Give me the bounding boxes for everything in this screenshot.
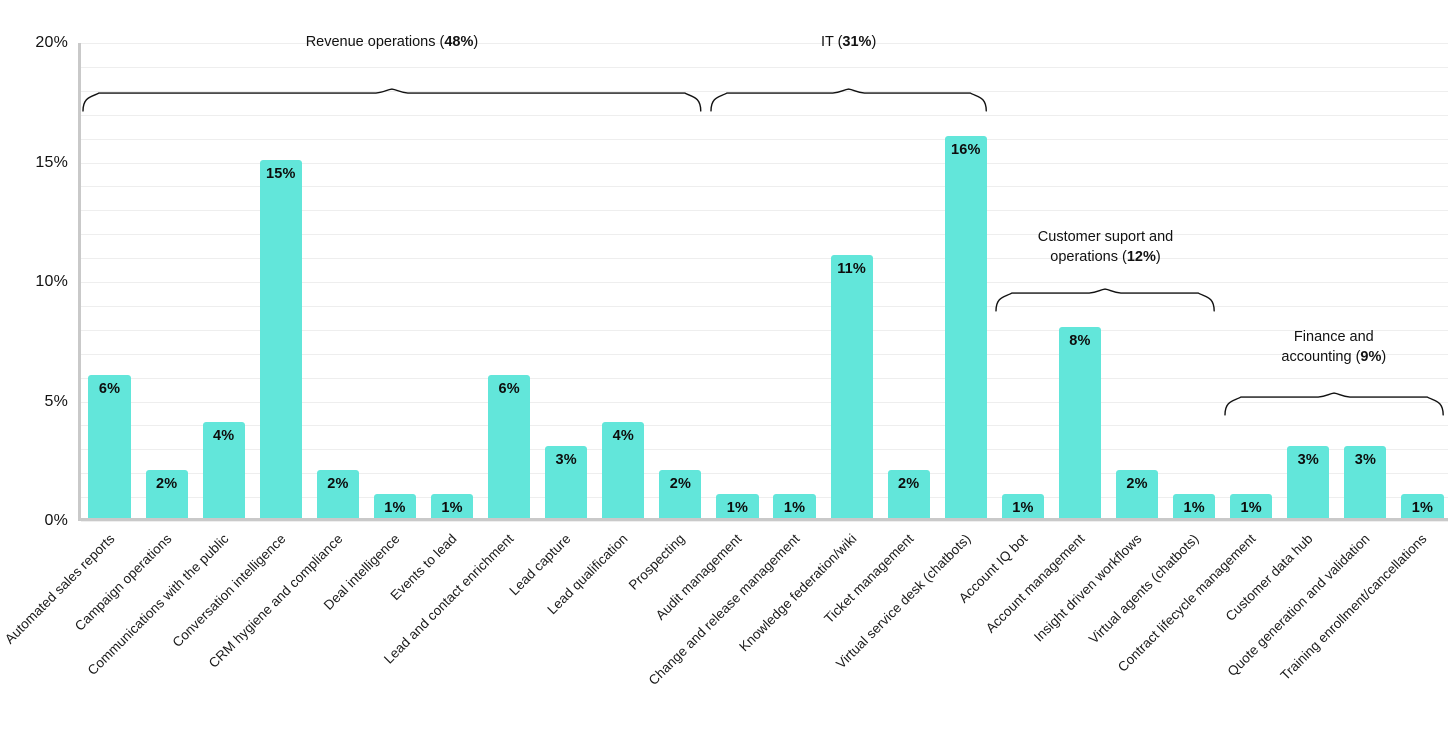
bar[interactable] [488,374,531,518]
group-annotation-label: Finance and accounting (9%) [1281,329,1387,365]
brace-icon [82,88,702,112]
bar[interactable] [202,422,245,518]
group-annotation-label: IT (31%) [820,34,877,50]
gridline [81,377,1448,379]
y-axis-tick-label: 15% [35,153,68,171]
group-annotation-percentage: 31% [842,34,872,50]
x-axis-tick-label: Account IQ bot [955,531,1031,606]
gridline [81,497,1448,499]
x-axis-tick-label: Quote generation and validation [1224,531,1373,680]
brace-icon [710,88,987,112]
x-axis-tick-label: Lead capture [506,531,574,599]
bar[interactable] [1230,494,1273,518]
bar-group[interactable]: 1% [1401,40,1444,518]
bar[interactable] [887,470,930,518]
x-axis-tick-label: Account management [982,531,1088,636]
gridline [81,114,1448,116]
x-axis-tick-label: Customer data hub [1222,531,1316,625]
bar[interactable] [1344,446,1387,518]
gridline [81,521,1448,522]
x-axis-tick-label: Contract lifecycle management [1115,531,1259,675]
gridline [81,186,1448,188]
bar-group[interactable]: 16% [944,40,987,518]
x-axis-tick-label: Events to lead [387,531,460,604]
x-axis-tick-label: Virtual service desk (chatbots) [832,531,974,672]
gridline [81,43,1448,44]
group-annotation-percentage: 12% [1126,248,1156,265]
x-axis-tick-label: Virtual agents (chatbots) [1086,531,1202,647]
bar[interactable] [88,374,131,518]
x-axis-tick-label: Prospecting [626,531,688,593]
x-axis-tick-label: Knowledge federation/wiki [735,531,860,655]
bar[interactable] [1287,446,1330,518]
group-annotation-percentage: 48% [444,34,474,50]
gridline [81,66,1448,68]
bar[interactable] [1115,470,1159,518]
x-axis-tick-label: Lead and contact enrichment [381,531,517,667]
bar[interactable] [944,135,987,518]
bar-series: 6% 2% 4% 15% 2% 1% 1% 6% 3% 4% 2% 1% 1% 11% 2% 16% 1% 8% 2… [81,43,1448,518]
bar[interactable] [773,494,816,518]
plot-area: 6% 2% 4% 15% 2% 1% 1% 6% 3% 4% 2% 1% 1% 11% 2% 16% 1% 8% 2… [78,43,1448,522]
bar[interactable] [1173,494,1216,518]
brace-icon [995,288,1216,312]
bar[interactable] [259,159,302,518]
y-axis-tick-label: 0% [44,512,68,529]
y-axis: 0% 5% 10% 15% 20% [0,0,68,736]
x-axis-tick-label: Deal intelligence [320,531,403,613]
gridline [81,258,1448,260]
bar-group[interactable]: 3% [1344,40,1387,518]
bar[interactable] [430,494,474,518]
bar[interactable] [316,470,359,518]
gridline [81,234,1448,236]
x-axis-tick-label: CRM hygiene and compliance [205,531,346,671]
brace-icon [1224,392,1444,416]
gridline [81,329,1448,331]
x-axis-tick-label: Insight driven workflows [1030,531,1145,645]
gridline [81,162,1448,164]
bar-group[interactable]: 8% [1058,40,1102,518]
bar[interactable] [602,422,645,518]
bar-group[interactable]: 1% [1173,40,1216,518]
bar[interactable] [830,255,873,518]
gridline [81,282,1448,283]
bar[interactable] [373,494,417,518]
bar[interactable] [1058,326,1102,518]
gridline [81,138,1448,140]
bar[interactable] [1401,494,1444,518]
gridline [81,90,1448,92]
x-axis-tick-label: Audit management [653,531,746,623]
x-axis-tick-label: Ticket management [821,531,917,627]
group-annotation-percentage: 9% [1360,348,1382,365]
group-annotation-label: Customer suport and operations (12%) [1037,229,1174,265]
bar-group[interactable]: 1% [1001,40,1044,518]
gridline [81,305,1448,307]
x-axis-tick-label: Training enrollment/cancellations [1277,531,1431,684]
gridline [81,425,1448,427]
gridline [81,473,1448,475]
bar-group[interactable]: 1% [1230,40,1273,518]
x-axis-tick-label: Change and release management [645,531,803,689]
group-annotation-label: Revenue operations (48%) [305,34,479,50]
bar[interactable] [716,494,759,518]
gridline [81,210,1448,212]
bar[interactable] [145,470,188,518]
bar-group[interactable]: 11% [830,40,873,518]
y-axis-tick-label: 10% [35,273,68,290]
y-axis-tick-label: 5% [44,392,68,410]
bar[interactable] [659,470,702,518]
bar-group[interactable]: 2% [1115,40,1159,518]
x-axis-tick-label: Lead qualification [544,531,631,618]
bar-group[interactable]: 3% [1287,40,1330,518]
gridline [81,401,1448,403]
bar[interactable] [545,446,588,518]
bar[interactable] [1001,494,1044,518]
gridline [81,449,1448,451]
y-axis-tick-label: 20% [35,34,68,51]
gridline [81,353,1448,355]
